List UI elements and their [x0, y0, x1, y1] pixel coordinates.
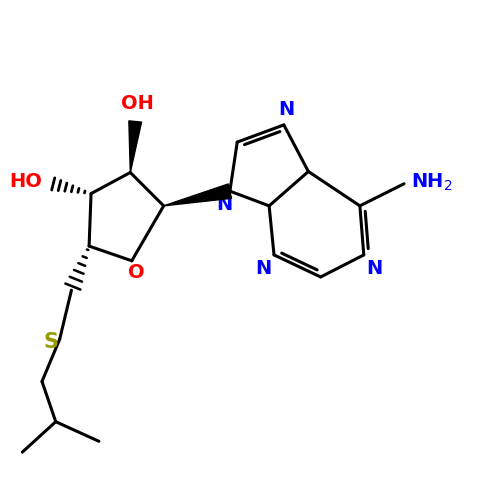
- Text: NH$_2$: NH$_2$: [411, 172, 453, 194]
- Text: N: N: [366, 259, 382, 278]
- Text: S: S: [44, 332, 59, 352]
- Text: N: N: [278, 100, 295, 119]
- Text: N: N: [216, 195, 232, 214]
- Polygon shape: [129, 121, 141, 172]
- Text: N: N: [255, 259, 272, 278]
- Text: OH: OH: [121, 94, 154, 112]
- Polygon shape: [164, 184, 232, 206]
- Text: HO: HO: [9, 172, 42, 191]
- Text: O: O: [128, 263, 145, 282]
